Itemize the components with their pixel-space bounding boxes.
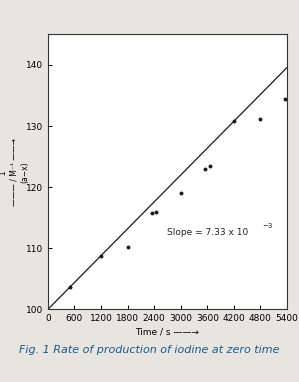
- Point: [231, 118, 236, 124]
- Point: [99, 253, 103, 259]
- Point: [283, 96, 287, 102]
- Point: [150, 210, 154, 216]
- Point: [258, 116, 263, 122]
- Text: Fig. 1 Rate of production of iodine at zero time: Fig. 1 Rate of production of iodine at z…: [19, 345, 280, 354]
- Point: [207, 163, 212, 170]
- Point: [203, 166, 208, 172]
- Text: −3: −3: [262, 223, 272, 228]
- Text: 1   
——— / M⁻¹ ——→
(a−x): 1 ——— / M⁻¹ ——→ (a−x): [0, 138, 29, 206]
- Point: [287, 94, 292, 100]
- Text: Slope = 7.33 x 10: Slope = 7.33 x 10: [167, 228, 249, 237]
- Point: [125, 244, 130, 250]
- Point: [154, 209, 159, 215]
- X-axis label: Time / s ——→: Time / s ——→: [135, 327, 199, 337]
- Point: [178, 190, 183, 196]
- Point: [68, 284, 72, 290]
